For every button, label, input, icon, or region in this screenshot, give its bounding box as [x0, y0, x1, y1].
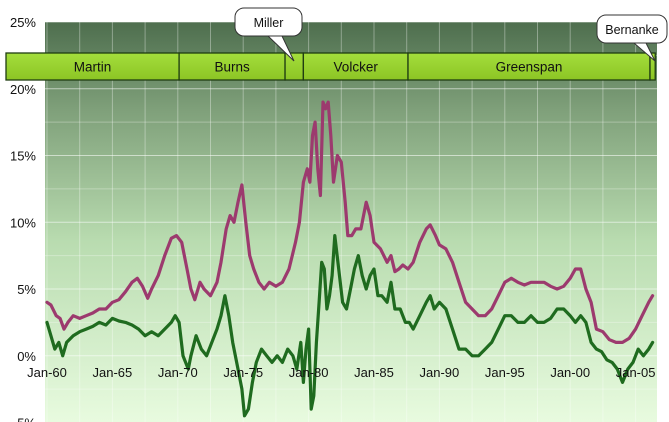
- x-tick-label: Jan-80: [289, 365, 329, 380]
- series-line-2: [45, 234, 655, 418]
- band-burns: [178, 52, 286, 81]
- callout-pointer-miller: [266, 35, 295, 62]
- x-tick-label: Jan-60: [27, 365, 67, 380]
- series-line-1: [45, 100, 655, 344]
- band-bernanke: [649, 52, 656, 81]
- band-martin: [5, 52, 180, 81]
- y-tick-label: -5%: [13, 416, 37, 422]
- band-label-martin: Martin: [74, 60, 112, 75]
- callout-label-bernanke: Bernanke: [605, 23, 659, 37]
- y-tick-label: 0%: [17, 349, 36, 364]
- x-tick-label: Jan-05: [616, 365, 656, 380]
- callout-label-miller: Miller: [254, 16, 284, 30]
- band-greenspan: [407, 52, 651, 81]
- x-tick-label: Jan-65: [93, 365, 133, 380]
- band-miller: [284, 52, 305, 81]
- x-tick-label: Jan-00: [550, 365, 590, 380]
- chairman-bands: Martin Burns Volcker Greenspan: [5, 52, 656, 81]
- callout-bernanke: [596, 14, 668, 44]
- band-label-greenspan: Greenspan: [496, 60, 563, 75]
- band-volcker: [302, 52, 409, 81]
- x-tick-label: Jan-95: [485, 365, 525, 380]
- y-tick-label: 5%: [17, 282, 36, 297]
- y-tick-label: 10%: [10, 215, 36, 230]
- x-tick-label: Jan-70: [158, 365, 198, 380]
- band-label-volcker: Volcker: [334, 60, 379, 75]
- x-axis-ticks: Jan-60 Jan-65 Jan-70 Jan-75 Jan-80 Jan-85 Jan-…: [27, 365, 655, 380]
- y-tick-label: 20%: [10, 82, 36, 97]
- y-tick-label: 15%: [10, 149, 36, 164]
- callout-pointer-bernanke: [632, 42, 656, 62]
- x-tick-label: Jan-85: [354, 365, 394, 380]
- series-lines: [45, 100, 655, 418]
- y-tick-label: 25%: [10, 15, 36, 30]
- y-axis-ticks: -5% 0% 5% 10% 15% 20% 25%: [10, 15, 36, 422]
- band-label-burns: Burns: [214, 60, 250, 75]
- x-tick-label: Jan-90: [420, 365, 460, 380]
- chairman-callouts: Miller Bernanke: [234, 7, 668, 62]
- x-tick-label: Jan-75: [223, 365, 263, 380]
